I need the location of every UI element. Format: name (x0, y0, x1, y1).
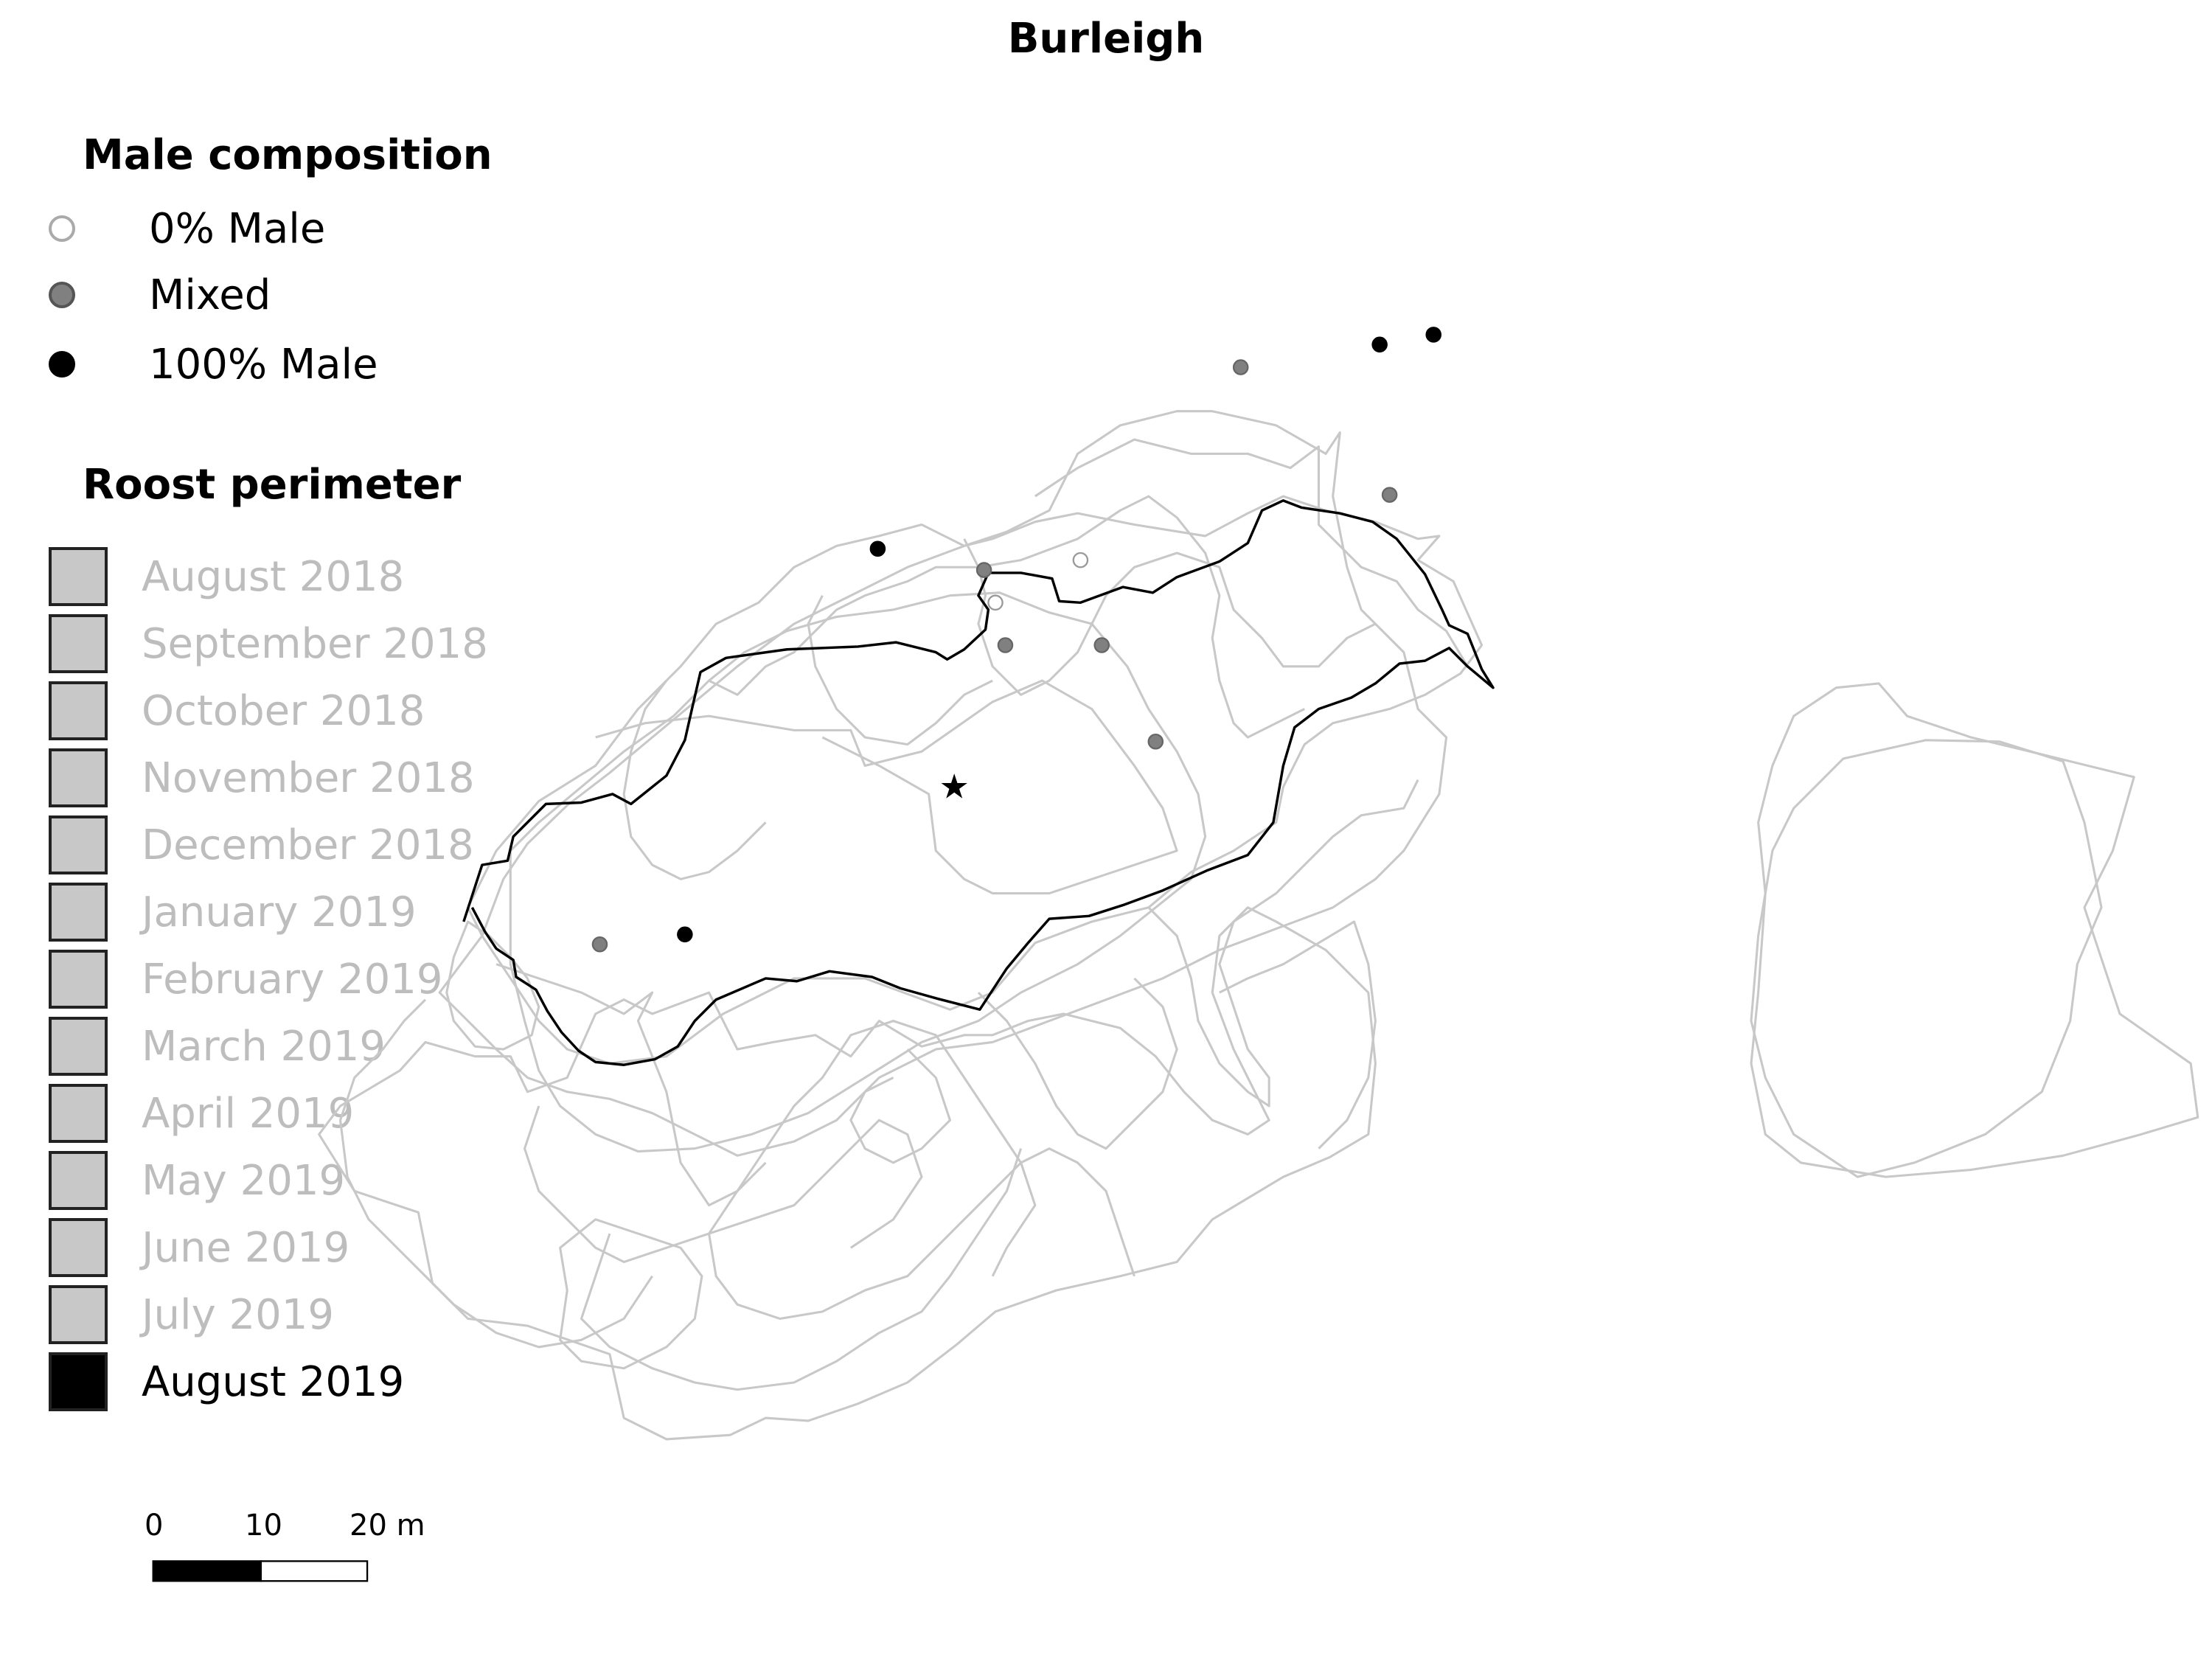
perimeter-swatch (49, 883, 108, 942)
roost-perimeter-line (524, 1105, 923, 1264)
roost-perimeter-line (495, 963, 1037, 1277)
perimeter-legend-label: October 2018 (142, 687, 425, 735)
perimeter-legend-label: June 2019 (142, 1224, 350, 1272)
perimeter-legend-label: September 2018 (142, 620, 488, 668)
point-0-percent-male (1072, 552, 1089, 568)
roost-perimeter-line (1750, 739, 2103, 1178)
perimeter-swatch (49, 1352, 108, 1411)
perimeter-legend-label: January 2019 (142, 888, 417, 936)
male-legend-label: Mixed (149, 271, 271, 319)
point-mixed (997, 637, 1014, 653)
roost-perimeter-line (595, 679, 1178, 895)
roost-perimeter-line (559, 1218, 703, 1370)
male-composition-heading: Male composition (83, 131, 493, 179)
scale-label-20m: 20 m (349, 1509, 425, 1543)
perimeter-swatch (49, 1218, 108, 1277)
roost-perimeter-line (807, 595, 993, 746)
point-mixed (1381, 487, 1398, 503)
roost-perimeter-line (438, 410, 1448, 1157)
roost-perimeter-line (622, 680, 767, 880)
roost-perimeter-line (1219, 920, 1377, 1150)
perimeter-legend-label: July 2019 (142, 1291, 335, 1339)
scale-label-10: 10 (245, 1509, 282, 1543)
roost-perimeter-line (708, 1147, 1135, 1320)
point-100-percent-male (1425, 327, 1441, 343)
circle-icon (49, 215, 75, 242)
perimeter-swatch (49, 950, 108, 1009)
roost-perimeter-line (339, 998, 653, 1349)
perimeter-swatch (49, 1084, 108, 1143)
roost-perimeter-line (708, 495, 1305, 739)
scale-bar-filled-segment (152, 1560, 262, 1582)
monthly-roost-perimeters (318, 410, 2199, 1441)
circle-icon (49, 282, 75, 308)
scale-label-0: 0 (145, 1509, 164, 1543)
point-mixed (1232, 359, 1249, 375)
perimeter-swatch (49, 1151, 108, 1210)
male-legend-label: 0% Male (149, 205, 326, 253)
roost-perimeter-line (1147, 779, 1419, 1107)
point-mixed (1147, 734, 1164, 750)
roost-perimeter-line (318, 906, 1377, 1441)
perimeter-swatch (49, 681, 108, 740)
perimeter-swatch (49, 1017, 108, 1076)
perimeter-swatch (49, 547, 108, 606)
perimeter-legend-label: April 2019 (142, 1090, 355, 1138)
roost-perimeter-line (1750, 682, 2199, 1178)
point-mixed (975, 562, 992, 578)
perimeter-swatch (49, 614, 108, 673)
point-100-percent-male (1371, 336, 1388, 353)
point-mixed (1093, 637, 1110, 653)
perimeter-swatch (49, 748, 108, 807)
scale-bar (152, 1560, 369, 1582)
point-mixed (591, 936, 608, 953)
perimeter-swatch (49, 815, 108, 874)
roost-perimeter-line (445, 920, 540, 1051)
point-100-percent-male (677, 926, 693, 943)
perimeter-legend-label: May 2019 (142, 1157, 346, 1205)
point-0-percent-male (987, 594, 1004, 611)
perimeter-swatch (49, 1285, 108, 1344)
roost-perimeter-line (977, 977, 1178, 1150)
perimeter-legend-label: August 2018 (142, 553, 405, 601)
roost-perimeter-heading: Roost perimeter (83, 461, 462, 509)
point-100-percent-male (869, 540, 886, 557)
scale-bar-empty-segment (260, 1560, 369, 1582)
perimeter-legend-label: November 2018 (142, 754, 475, 802)
roost-perimeter-line (580, 1148, 1023, 1391)
perimeter-legend-label: February 2019 (142, 956, 443, 1004)
roost-perimeter-line (467, 495, 1484, 1065)
male-legend-label: 100% Male (149, 341, 378, 389)
roost-perimeter-line (849, 1048, 951, 1164)
roost-perimeter-line (1034, 438, 1469, 667)
male-composition-points (591, 327, 1441, 953)
roost-perimeter-line (963, 538, 1377, 696)
map-title: Burleigh (1007, 15, 1205, 63)
current-roost-perimeter (462, 499, 1495, 1066)
roost-center-star-icon: ★ (939, 767, 970, 807)
perimeter-legend-label: August 2019 (142, 1358, 405, 1406)
perimeter-legend-label: March 2019 (142, 1023, 386, 1071)
roost-perimeter-line (509, 591, 1207, 1153)
circle-icon (49, 351, 75, 378)
perimeter-legend-label: December 2018 (142, 821, 474, 869)
